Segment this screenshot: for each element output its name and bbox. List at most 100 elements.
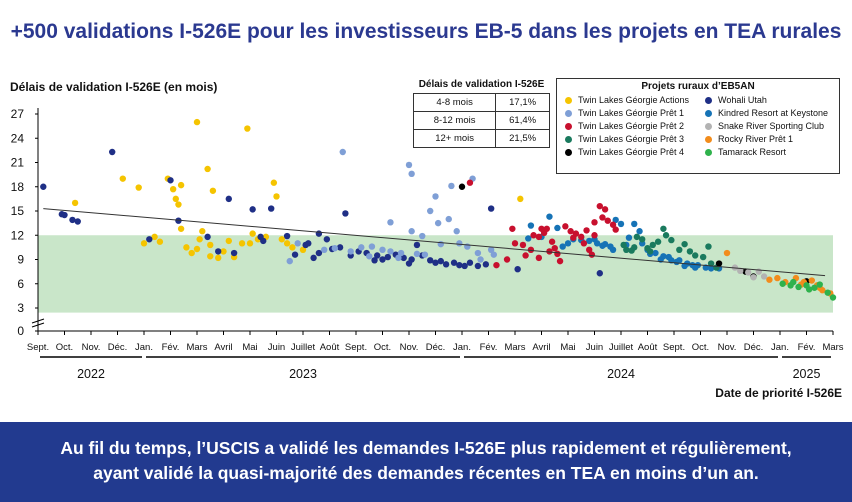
data-point xyxy=(368,243,376,250)
data-point xyxy=(745,269,752,276)
x-tick-label: Nov. xyxy=(400,342,419,353)
data-point xyxy=(434,219,442,227)
scatter-chart: 0 3 6 9 12 15 18 21 24 27 Sept. Oct. Nov. Déc. Jan. Fév… xyxy=(11,107,844,381)
data-point xyxy=(829,294,837,301)
data-point xyxy=(450,259,458,266)
data-point xyxy=(612,226,619,233)
data-point xyxy=(405,161,413,169)
data-point xyxy=(601,240,609,248)
data-point xyxy=(156,238,164,245)
legend-label: Twin Lakes Géorgie Prêt 1 xyxy=(578,108,685,118)
x-tick-label: Août xyxy=(320,342,340,353)
data-point xyxy=(336,244,344,251)
chart-legend: Projets ruraux d’EB5AN Twin Lakes Géorgi… xyxy=(556,78,840,174)
data-point xyxy=(625,234,633,241)
data-point xyxy=(379,256,386,263)
data-point xyxy=(580,240,588,247)
data-point xyxy=(522,252,529,259)
data-point xyxy=(604,217,611,224)
data-point xyxy=(564,240,572,247)
data-point xyxy=(310,254,317,262)
data-point xyxy=(358,244,365,251)
data-point xyxy=(779,280,786,287)
data-point xyxy=(119,175,127,182)
data-point xyxy=(140,240,148,247)
data-point xyxy=(556,257,564,265)
legend-item: Twin Lakes Géorgie Prêt 3 xyxy=(565,134,705,144)
data-point xyxy=(315,230,323,237)
banner-line-1: Au fil du temps, l’USCIS a validé les de… xyxy=(60,438,792,458)
data-point xyxy=(445,215,452,223)
approval-time-table: Délais de validation I-526E 4-8 mois 17,1… xyxy=(412,79,550,148)
data-point xyxy=(347,248,354,255)
data-point xyxy=(707,265,715,272)
data-point xyxy=(169,185,177,193)
data-point xyxy=(366,253,373,260)
table-cell: 8-12 mois xyxy=(412,111,497,130)
x-tick-label: Fév. xyxy=(162,342,180,353)
data-point xyxy=(631,244,638,251)
legend-item: Kindred Resort at Keystone xyxy=(705,108,845,118)
data-point xyxy=(649,241,656,249)
data-point xyxy=(466,259,474,266)
data-point xyxy=(567,228,574,235)
data-point xyxy=(766,276,773,283)
y-tick-label: 27 xyxy=(11,107,25,121)
data-point xyxy=(705,243,712,250)
x-tick-label: Sept. xyxy=(663,342,685,353)
data-point xyxy=(599,214,606,221)
data-point xyxy=(408,170,415,178)
data-point xyxy=(397,249,405,257)
data-point xyxy=(419,232,426,240)
x-tick-label: Jan. xyxy=(453,342,471,353)
chart-title: +500 validations I-526E pour les investi… xyxy=(10,20,842,43)
data-point xyxy=(530,232,537,239)
data-point xyxy=(596,270,603,277)
data-point xyxy=(342,210,349,217)
data-point xyxy=(652,249,659,257)
data-point xyxy=(448,182,455,190)
x-tick-label: Mars xyxy=(822,342,843,353)
data-point xyxy=(427,207,434,215)
data-point xyxy=(299,246,307,253)
table-cell: 17,1% xyxy=(495,93,550,112)
data-point xyxy=(588,251,596,258)
x-tick-label: Mars xyxy=(186,342,207,353)
x-axis-label: Date de priorité I-526E xyxy=(715,386,842,400)
data-point xyxy=(795,283,802,291)
data-point xyxy=(546,213,553,220)
data-point xyxy=(715,260,723,267)
year-label: 2023 xyxy=(289,367,317,381)
data-point xyxy=(535,233,543,241)
data-point xyxy=(676,257,683,264)
data-point xyxy=(458,183,466,190)
y-tick-label: 24 xyxy=(11,131,25,145)
x-tick-label: Sept. xyxy=(27,342,49,353)
data-point xyxy=(707,260,715,267)
legend-label: Wohali Utah xyxy=(718,95,767,105)
legend-swatch-icon xyxy=(565,109,572,117)
footer-banner: Au fil du temps, l’USCIS a validé les de… xyxy=(0,422,852,502)
data-point xyxy=(790,278,797,286)
x-tick-label: Oct. xyxy=(374,342,391,353)
data-point xyxy=(413,241,421,249)
data-point xyxy=(601,206,609,213)
data-point xyxy=(193,245,201,253)
data-point xyxy=(466,179,474,186)
data-point xyxy=(543,225,550,232)
data-point xyxy=(474,262,482,270)
data-point xyxy=(172,195,179,203)
x-tick-label: Sept. xyxy=(345,342,367,353)
data-point xyxy=(562,223,569,230)
data-point xyxy=(294,240,301,247)
axis-break-mark xyxy=(31,318,45,324)
legend-item: Wohali Utah xyxy=(705,95,845,105)
data-point xyxy=(517,195,524,203)
data-point xyxy=(315,249,323,257)
legend-item: Rocky River Prêt 1 xyxy=(705,134,845,144)
table-cell: 12+ mois xyxy=(412,129,497,148)
data-point xyxy=(175,217,182,224)
data-point xyxy=(633,233,641,241)
legend-item: Twin Lakes Géorgie Prêt 2 xyxy=(565,121,705,131)
legend-item: Twin Lakes Géorgie Actions xyxy=(565,95,705,105)
